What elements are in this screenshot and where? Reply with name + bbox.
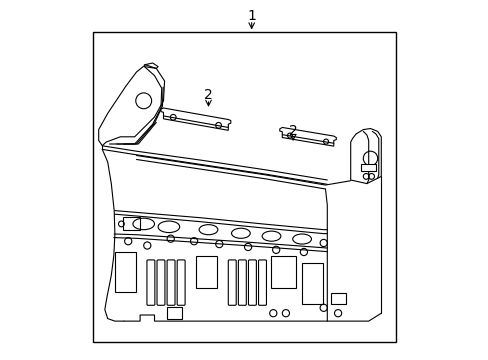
Text: 2: 2	[203, 89, 212, 102]
Polygon shape	[161, 108, 230, 130]
Bar	[93, 32, 395, 342]
FancyBboxPatch shape	[238, 260, 246, 305]
FancyBboxPatch shape	[177, 260, 185, 305]
Polygon shape	[350, 129, 381, 184]
FancyBboxPatch shape	[248, 260, 256, 305]
Bar	[167, 307, 182, 319]
FancyBboxPatch shape	[146, 260, 155, 305]
FancyBboxPatch shape	[167, 260, 175, 305]
Bar	[123, 217, 140, 230]
Polygon shape	[99, 65, 164, 146]
FancyBboxPatch shape	[258, 260, 266, 305]
Bar	[330, 293, 346, 304]
Text: 1: 1	[247, 9, 256, 23]
Bar	[115, 252, 136, 292]
FancyBboxPatch shape	[157, 260, 164, 305]
FancyBboxPatch shape	[228, 260, 236, 305]
Text: 2: 2	[288, 125, 297, 138]
Bar	[271, 256, 295, 288]
Bar	[302, 263, 322, 304]
Bar	[196, 256, 216, 288]
Polygon shape	[279, 127, 336, 146]
Bar	[361, 164, 375, 171]
